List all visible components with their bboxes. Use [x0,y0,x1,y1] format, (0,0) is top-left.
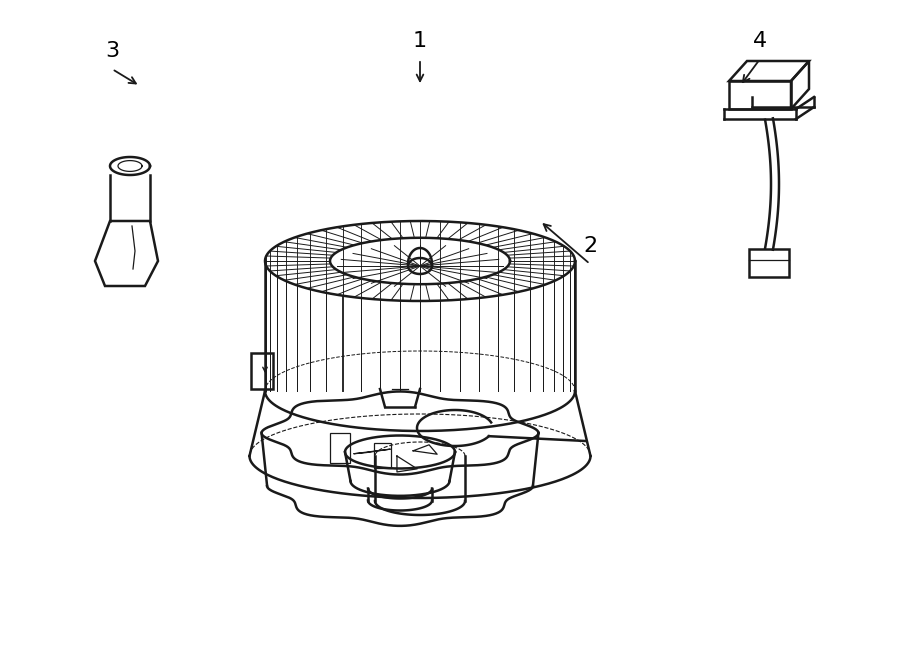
Text: 4: 4 [753,31,767,51]
Text: 3: 3 [105,41,119,61]
Bar [330,433,350,463]
Text: 1: 1 [413,31,428,51]
Bar [749,249,789,277]
Text: 2: 2 [583,236,597,256]
Bar [374,443,391,468]
